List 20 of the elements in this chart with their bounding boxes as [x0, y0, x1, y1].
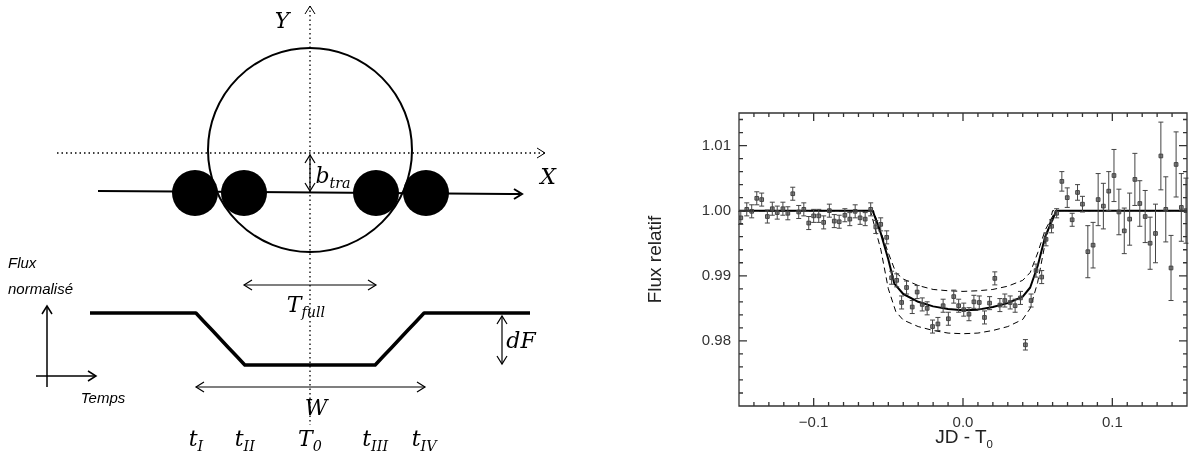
- annotation: T$_{full}$: [286, 291, 326, 321]
- text: Y: [274, 7, 290, 33]
- x-tick-label: t$_{IV}$: [411, 425, 437, 455]
- x-axis-title: Temps: [80, 388, 126, 406]
- x-tick-label: 0.1: [1101, 413, 1123, 431]
- x-tick-label: T$_{0}$: [298, 425, 322, 455]
- y-tick-label: 1.00: [701, 200, 731, 218]
- text: X: [540, 163, 556, 189]
- y-tick-label: 0.98: [701, 331, 731, 349]
- y-axis-title: Flux relatif: [643, 214, 665, 304]
- y-tick-label: 0.99: [701, 265, 731, 283]
- y-axis-title: Flux normalisé: [8, 253, 75, 299]
- x-tick-label: −0.1: [798, 413, 829, 431]
- text: b$_{tra}$: [315, 162, 351, 192]
- text: W: [304, 394, 328, 420]
- x-tick-label: t$_{II}$: [234, 425, 255, 455]
- x-tick-label: t$_{III}$: [362, 425, 389, 455]
- x-tick-label: t$_{I}$: [188, 425, 204, 455]
- annotation: dF: [506, 327, 536, 353]
- y-tick-label: 1.01: [701, 135, 731, 153]
